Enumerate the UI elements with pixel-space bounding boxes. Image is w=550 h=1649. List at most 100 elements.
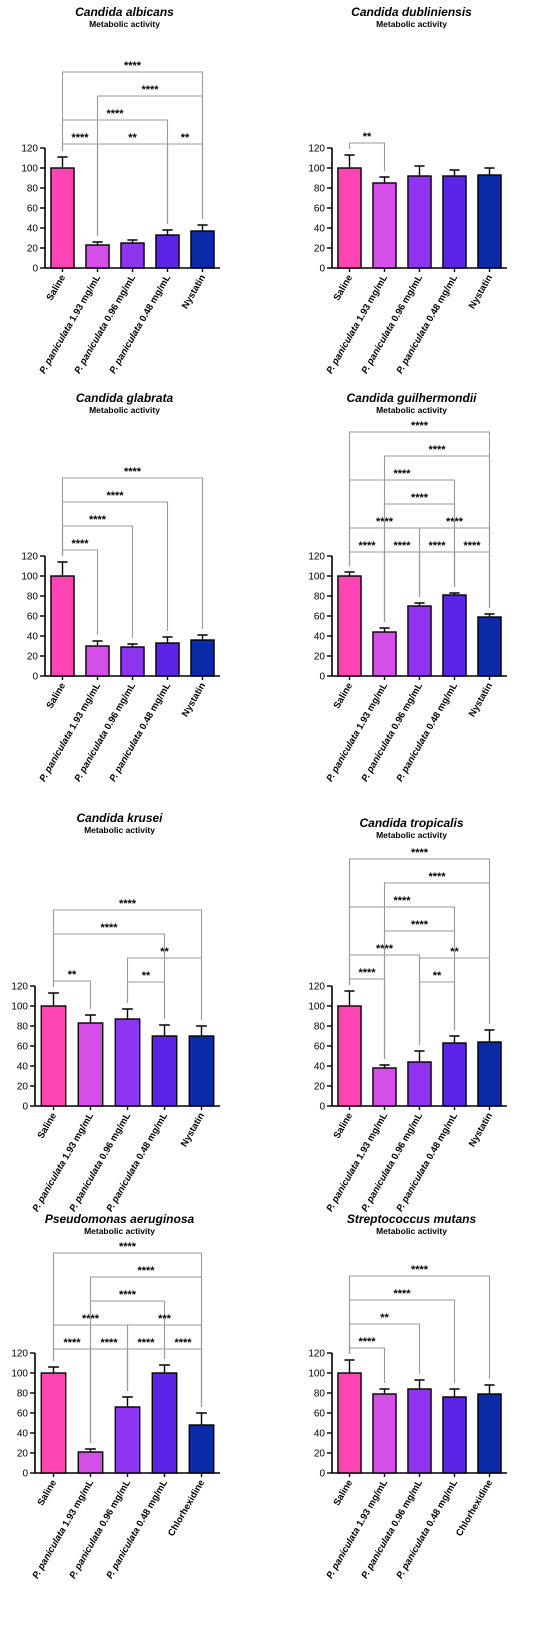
significance-label: **** [393, 1288, 411, 1300]
chart-title: Pseudomonas aeruginosa [45, 1212, 195, 1226]
significance-label: **** [100, 922, 118, 934]
y-tick-label: 60 [17, 1409, 29, 1420]
y-tick-label: 120 [11, 982, 28, 993]
significance-bracket [89, 1276, 203, 1443]
significance-label: ** [128, 132, 137, 144]
bar [188, 1035, 215, 1107]
y-tick-label: 40 [314, 224, 326, 235]
significance-label: **** [411, 1264, 429, 1276]
error-bar [449, 592, 460, 595]
significance-bracket [52, 980, 92, 1009]
y-tick-label: 60 [314, 1042, 326, 1053]
error-bar [92, 640, 103, 646]
error-bar [484, 1384, 495, 1394]
error-bar [379, 176, 390, 183]
chart-subtitle: Metabolic activity [376, 830, 447, 840]
error-bar [484, 613, 495, 617]
y-tick-label: 100 [308, 572, 325, 583]
x-tick-label: Saline [332, 1111, 356, 1141]
error-bar [379, 1064, 390, 1068]
error-bar [122, 1008, 133, 1019]
chart-title: Candida tropicalis [359, 816, 463, 830]
bar [337, 1005, 362, 1107]
significance-label: ** [433, 970, 442, 982]
error-bar [344, 1359, 355, 1373]
y-tick-label: 20 [17, 1082, 29, 1093]
chart-subtitle: Metabolic activity [376, 19, 447, 29]
error-bar [379, 627, 390, 632]
error-bar [92, 241, 103, 245]
significance-label: **** [141, 84, 159, 96]
bar [77, 1022, 104, 1107]
y-tick-label: 0 [22, 1102, 28, 1113]
x-tick-label: P. paniculata 1.93 mg/mL [324, 681, 390, 784]
y-tick-label: 20 [17, 1449, 29, 1460]
y-tick-label: 100 [11, 1002, 28, 1013]
bar [151, 1372, 178, 1474]
y-tick-label: 0 [22, 1469, 28, 1480]
x-tick-label: Saline [332, 1478, 356, 1508]
error-bar [379, 1388, 390, 1394]
y-tick-label: 120 [308, 1349, 325, 1360]
significance-label: **** [174, 1337, 192, 1349]
x-tick-label: P. paniculata 0.48 mg/mL [394, 1111, 460, 1214]
bar [407, 175, 432, 269]
error-bar [484, 1029, 495, 1042]
significance-label: **** [411, 492, 429, 504]
significance-bracket [52, 909, 203, 1020]
bar [85, 244, 110, 269]
significance-label: **** [124, 466, 142, 478]
bar [85, 645, 110, 677]
error-bar [414, 1379, 425, 1389]
error-bar [162, 636, 173, 643]
y-tick-label: 0 [319, 1469, 325, 1480]
x-tick-label: Saline [332, 273, 356, 303]
error-bar [57, 561, 68, 576]
x-tick-label: Chlorhexidine [166, 1478, 207, 1538]
significance-label: **** [71, 538, 89, 550]
y-tick-label: 100 [308, 1369, 325, 1380]
bar [407, 1388, 432, 1474]
significance-label: **** [63, 1337, 81, 1349]
significance-label: ** [363, 131, 372, 143]
y-tick-label: 0 [32, 264, 38, 275]
bar [372, 1393, 397, 1474]
significance-bracket [418, 551, 456, 597]
x-tick-label: P. paniculata 0.96 mg/mL [72, 273, 138, 376]
bar [477, 616, 502, 677]
error-bar [159, 1024, 170, 1036]
significance-bracket [126, 981, 166, 1019]
chart-title: Candida albicans [75, 5, 174, 19]
x-tick-label: Saline [45, 681, 69, 711]
significance-label: **** [411, 420, 429, 432]
significance-label: **** [393, 895, 411, 907]
chart-subtitle: Metabolic activity [376, 1226, 447, 1236]
significance-label: **** [124, 60, 142, 72]
significance-bracket [348, 142, 386, 171]
y-tick-label: 60 [314, 612, 326, 623]
significance-label: **** [393, 468, 411, 480]
y-tick-label: 80 [314, 1389, 326, 1400]
x-tick-label: P. paniculata 0.96 mg/mL [359, 1478, 425, 1581]
bar [77, 1451, 104, 1474]
error-bar [414, 602, 425, 606]
y-tick-label: 20 [314, 244, 326, 255]
error-bar [484, 167, 495, 175]
chart-subtitle: Metabolic activity [84, 825, 155, 835]
error-bar [48, 1366, 59, 1373]
error-bar [197, 634, 208, 640]
y-tick-label: 120 [308, 552, 325, 563]
significance-label: **** [137, 1337, 155, 1349]
error-bar [344, 990, 355, 1006]
y-tick-label: 120 [11, 1349, 28, 1360]
y-tick-label: 100 [308, 1002, 325, 1013]
significance-bracket [96, 143, 169, 236]
x-tick-label: Saline [45, 273, 69, 303]
bar [442, 175, 467, 269]
y-tick-label: 80 [314, 184, 326, 195]
